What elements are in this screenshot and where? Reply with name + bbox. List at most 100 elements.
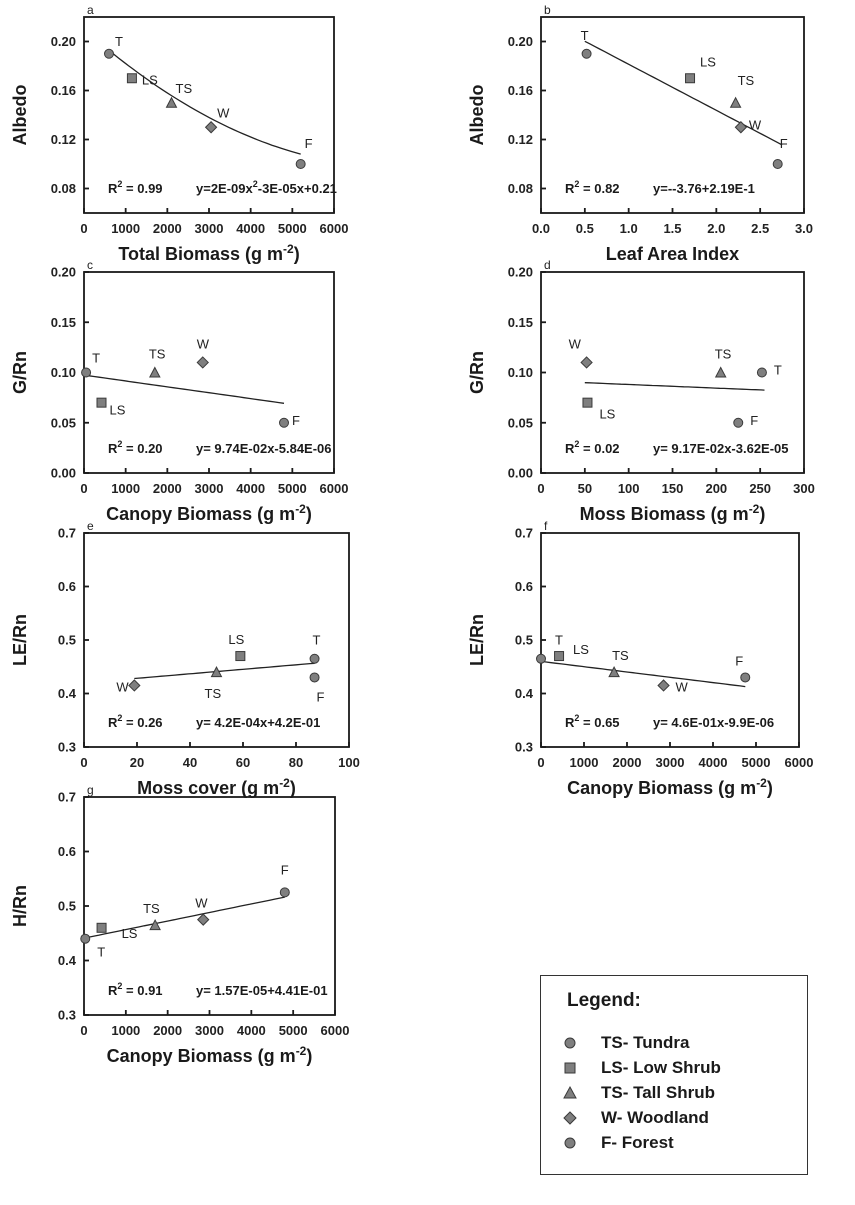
data-point-t — [105, 49, 114, 58]
x-tick-label: 2000 — [613, 755, 642, 770]
y-tick-label: 0.3 — [58, 740, 76, 755]
point-label: LS — [122, 926, 138, 941]
panel-e: e0 20 40 60 80 1000.30.40.50.60.7Moss cover (… — [10, 519, 360, 798]
x-tick-label: 250 — [749, 481, 771, 496]
x-axis-title: Canopy Biomass (g m-2) — [567, 776, 773, 798]
y-tick-label: 0.05 — [51, 415, 76, 430]
point-label: T — [774, 363, 782, 378]
y-tick-label: 0.00 — [51, 466, 76, 481]
y-tick-label: 0.16 — [508, 83, 533, 98]
point-label: TS — [205, 686, 222, 701]
panel-d: d0 50 100 150 200 250 3000.000.050.100.150.20M… — [467, 258, 815, 524]
point-label: T — [313, 633, 321, 648]
data-point-ls — [97, 398, 106, 407]
y-tick-label: 0.12 — [508, 132, 533, 147]
legend-title: Legend: — [567, 990, 641, 1012]
data-point-ts — [609, 667, 619, 677]
fit-line — [109, 50, 301, 154]
triangle-marker-icon — [561, 1084, 579, 1102]
point-label: W — [217, 105, 230, 120]
data-point-f — [296, 160, 305, 169]
x-tick-label: 80 — [289, 755, 303, 770]
point-label: TS — [176, 81, 193, 96]
x-tick-label: 1.5 — [663, 221, 681, 236]
data-point-w — [206, 122, 217, 133]
x-tick-label: 5000 — [742, 755, 771, 770]
legend-label: TS- Tall Shrub — [601, 1083, 715, 1103]
y-axis-title: H/Rn — [10, 885, 30, 927]
point-label: W — [749, 117, 762, 132]
point-label: F — [317, 689, 325, 704]
point-label: F — [735, 653, 743, 668]
x-tick-label: 2.5 — [751, 221, 769, 236]
x-tick-label: 0.5 — [576, 221, 594, 236]
legend-item-tall-shrub: TS- Tall Shrub — [561, 1082, 801, 1104]
y-tick-label: 0.6 — [515, 579, 533, 594]
panel-g: g 0 1000 2000 3000 4000 5000 6000 0.3 0.4 0.5 0.6 0.… — [10, 783, 349, 1066]
data-point-w — [129, 680, 140, 691]
panel-label: a — [87, 3, 94, 17]
x-tick-label: 6000 — [785, 755, 814, 770]
data-point-t — [757, 368, 766, 377]
point-label: LS — [599, 407, 615, 422]
fit-equation-text: y= 9.17E-02x-3.62E-05 — [653, 441, 789, 456]
y-axis-title: Albedo — [10, 84, 30, 145]
x-axis-title: Leaf Area Index — [606, 244, 739, 264]
point-label: T — [115, 34, 123, 49]
point-label: W — [569, 336, 582, 351]
legend-label: LS- Low Shrub — [601, 1058, 721, 1078]
y-tick-label: 0.4 — [58, 953, 77, 968]
point-label: LS — [142, 72, 158, 87]
x-tick-label: 0 — [80, 1023, 87, 1038]
x-tick-label: 2000 — [153, 221, 182, 236]
fit-line — [84, 897, 285, 938]
x-tick-label: 0 — [80, 221, 87, 236]
x-tick-label: 200 — [705, 481, 727, 496]
x-tick-label: 6000 — [320, 481, 349, 496]
r-squared-text: R2 = 0.91 — [108, 981, 163, 998]
panel-label: g — [87, 783, 94, 797]
point-label: F — [780, 136, 788, 151]
fit-line — [585, 383, 765, 390]
point-label: TS — [149, 347, 166, 362]
y-tick-label: 0.12 — [51, 132, 76, 147]
y-tick-label: 0.05 — [508, 415, 533, 430]
y-tick-label: 0.20 — [51, 265, 76, 280]
x-tick-label: 2000 — [153, 481, 182, 496]
data-point-w — [581, 357, 592, 368]
x-tick-label: 5000 — [278, 221, 307, 236]
fit-equation-text: y= 4.2E-04x+4.2E-01 — [196, 715, 320, 730]
x-tick-label: 1000 — [111, 1023, 140, 1038]
data-point-t — [81, 934, 90, 943]
y-tick-label: 0.15 — [508, 315, 533, 330]
point-label: LS — [700, 54, 716, 69]
y-tick-label: 0.4 — [515, 686, 534, 701]
y-tick-label: 0.20 — [508, 265, 533, 280]
data-point-t — [537, 654, 546, 663]
point-label: T — [97, 945, 105, 960]
data-point-ls — [686, 74, 695, 83]
point-label: F — [305, 136, 313, 151]
fit-equation-text: y= 1.57E-05+4.41E-01 — [196, 983, 328, 998]
panel-label: b — [544, 3, 551, 17]
x-tick-label: 0 — [80, 481, 87, 496]
y-tick-label: 0.16 — [51, 83, 76, 98]
point-label: W — [197, 336, 210, 351]
y-tick-label: 0.10 — [51, 365, 76, 380]
panel-a: a 0 1000 2000 3000 4000 5000 6000 0.08 0.12 0.16 0.… — [10, 3, 348, 264]
x-tick-label: 3000 — [656, 755, 685, 770]
x-tick-label: 1000 — [570, 755, 599, 770]
x-axis-title: Canopy Biomass (g m-2) — [107, 1044, 313, 1066]
data-point-t — [310, 654, 319, 663]
x-tick-label: 3.0 — [795, 221, 813, 236]
y-tick-label: 0.00 — [508, 466, 533, 481]
y-tick-label: 0.08 — [508, 181, 533, 196]
x-tick-label: 6000 — [321, 1023, 350, 1038]
x-tick-label: 4000 — [699, 755, 728, 770]
point-label: LS — [228, 632, 244, 647]
data-point-ts — [167, 98, 177, 108]
point-label: TS — [738, 73, 755, 88]
data-point-ls — [127, 74, 136, 83]
fit-line — [84, 375, 284, 403]
x-tick-label: 2.0 — [707, 221, 725, 236]
